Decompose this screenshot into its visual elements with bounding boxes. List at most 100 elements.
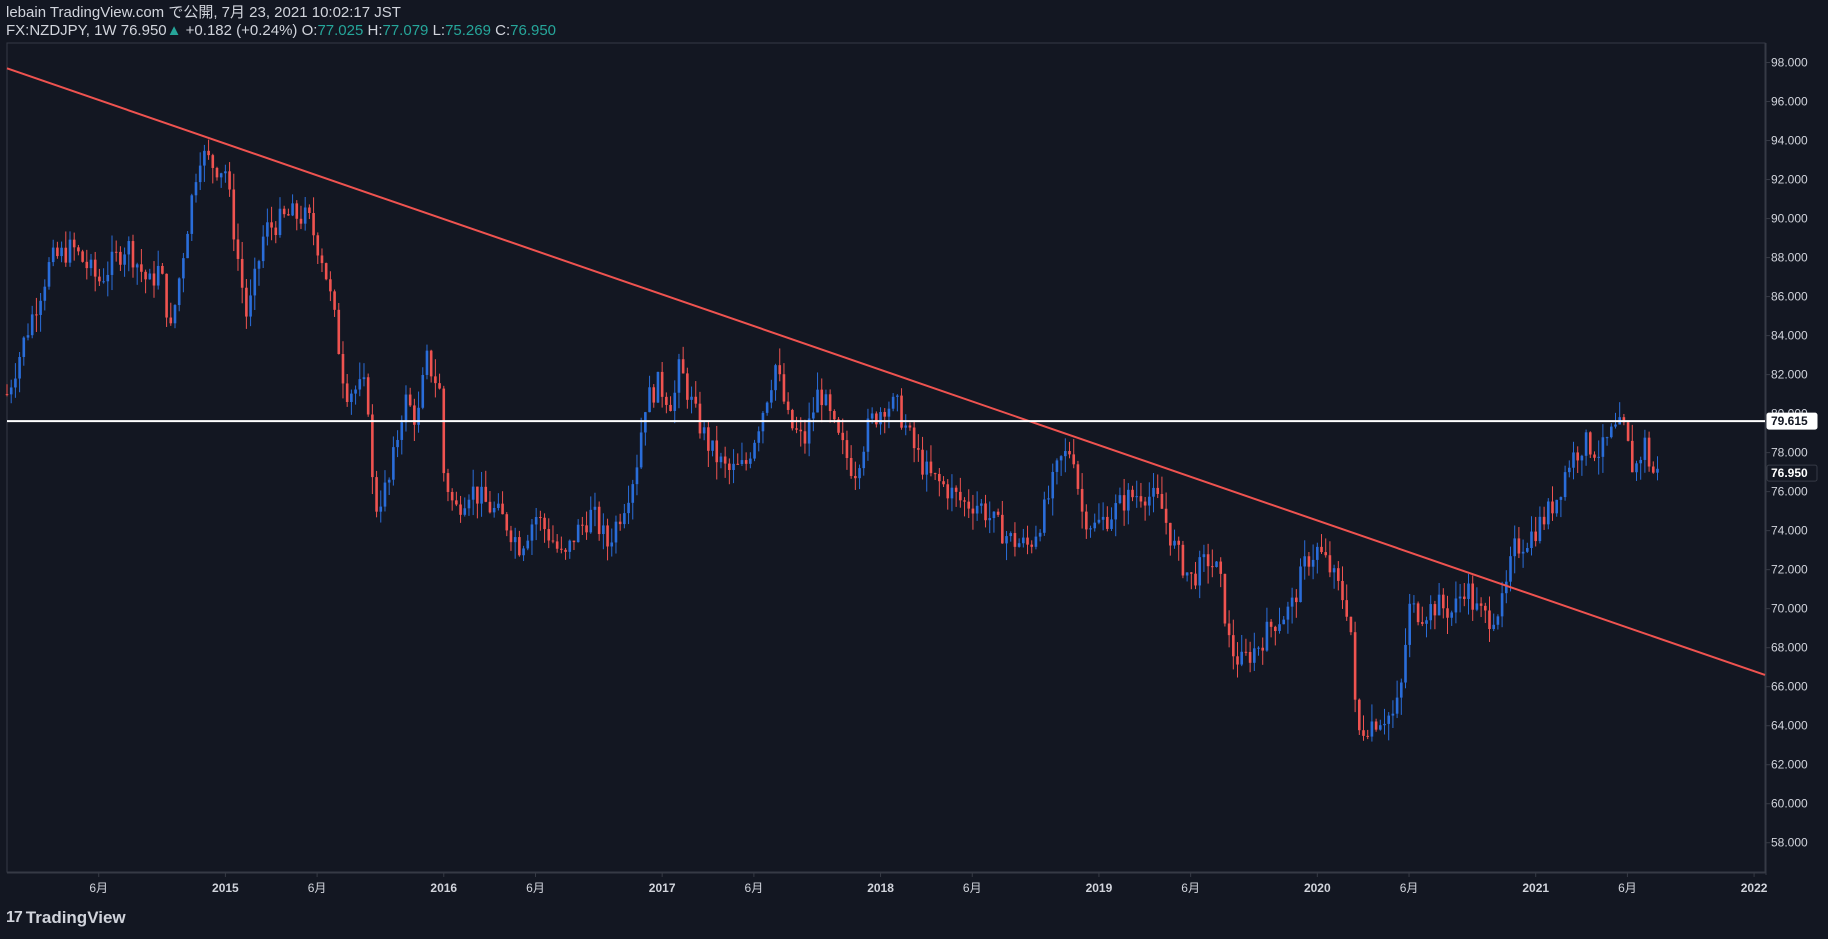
candle-body: [400, 422, 404, 440]
candle-body: [480, 486, 483, 504]
candle-body: [1324, 552, 1328, 556]
candle-body: [240, 258, 244, 288]
candle-body: [1442, 594, 1445, 609]
candle-body: [1454, 598, 1458, 613]
candle-body: [312, 213, 315, 236]
candle-body: [673, 392, 677, 411]
candle: [509, 525, 513, 551]
candle-body: [1584, 432, 1588, 456]
candle-body: [1030, 544, 1034, 547]
candle-body: [1412, 603, 1416, 605]
descending-trendline[interactable]: [6, 67, 1766, 676]
candle-body: [30, 314, 34, 336]
candle-body: [1614, 424, 1617, 427]
candle: [471, 469, 475, 516]
candle: [312, 197, 315, 246]
candle: [308, 204, 311, 220]
candle: [526, 534, 530, 551]
candle-body: [824, 394, 828, 406]
candle: [1085, 504, 1088, 539]
candle-body: [1076, 464, 1080, 489]
candle-body: [211, 155, 215, 168]
time-axis[interactable]: 6月 2015 6月 2016 6月 2017 6月 2018 6月 2019 6月 2020 6月 20…: [89, 873, 1768, 895]
candle-body: [1135, 496, 1139, 498]
candle-body: [152, 273, 156, 286]
candle: [791, 408, 794, 431]
price-axis[interactable]: 98.000 96.000 94.000 92.000 90.000 88.000 86.0…: [1766, 56, 1808, 850]
candle-body: [1622, 417, 1626, 423]
candle-body: [110, 251, 114, 275]
candle: [1530, 516, 1533, 556]
candle: [513, 527, 517, 559]
candle-body: [753, 442, 756, 459]
candle: [1483, 602, 1487, 624]
candle: [224, 164, 227, 183]
candle: [1316, 542, 1319, 574]
candle: [467, 494, 471, 516]
candle: [350, 389, 353, 415]
candle: [182, 252, 185, 293]
candle: [1362, 715, 1365, 741]
candle: [946, 479, 950, 510]
candle-body: [1219, 561, 1223, 574]
candle-body: [757, 431, 761, 443]
candle-body: [816, 389, 819, 413]
candle: [887, 401, 891, 429]
candle-body: [1143, 501, 1147, 506]
candle: [858, 464, 861, 490]
candle-body: [967, 501, 971, 509]
candle-body: [438, 383, 441, 389]
price-change: +0.182 (+0.24%): [185, 22, 298, 39]
candle-body: [728, 463, 731, 471]
candle: [757, 426, 761, 452]
candle-body: [534, 517, 538, 525]
candle-body: [845, 440, 849, 459]
candle: [203, 144, 206, 182]
candle-body: [862, 451, 866, 469]
candle-body: [606, 525, 609, 547]
chart-header: lebain TradingView.com で公開, 7月 23, 2021 …: [6, 4, 556, 39]
low-value: 75.269: [445, 22, 491, 39]
candle-body: [161, 265, 164, 274]
candle: [1097, 503, 1101, 525]
candle-body: [791, 409, 794, 429]
close-label: C:: [495, 22, 511, 39]
candle-body: [488, 501, 492, 513]
candle: [14, 363, 17, 398]
candle-body: [623, 513, 626, 525]
candle: [1446, 595, 1449, 634]
candle: [967, 489, 971, 519]
candle-body: [849, 458, 853, 476]
candle-body: [404, 394, 408, 423]
candle: [593, 492, 597, 527]
candle: [455, 491, 458, 507]
brand-footer[interactable]: 17 TradingView: [6, 908, 126, 928]
candle-body: [341, 354, 345, 384]
tradingview-logo-icon: 17: [6, 909, 23, 926]
candle-body: [597, 506, 601, 535]
candle: [1303, 540, 1307, 580]
candle: [1639, 456, 1642, 480]
candle: [1534, 516, 1537, 547]
candle: [1651, 461, 1655, 474]
candle-body: [1093, 522, 1097, 529]
candle-body: [635, 467, 639, 485]
symbol-name[interactable]: FX:NZDJPY, 1W: [6, 22, 117, 39]
candle: [665, 392, 668, 414]
brand-name: TradingView: [25, 908, 126, 927]
candle: [114, 240, 118, 262]
price-tick-label: 70.000: [1771, 602, 1808, 616]
candle-body: [119, 251, 122, 265]
candle: [413, 398, 416, 441]
candle: [576, 519, 580, 543]
candle: [606, 518, 609, 561]
candle: [1471, 575, 1475, 621]
candle: [849, 445, 853, 479]
time-tick-label: 6月: [745, 881, 764, 895]
candle: [1353, 621, 1357, 713]
candle-body: [1576, 452, 1579, 461]
candle-body: [1345, 600, 1349, 617]
candle-body: [131, 241, 135, 268]
candle-body: [245, 287, 248, 317]
